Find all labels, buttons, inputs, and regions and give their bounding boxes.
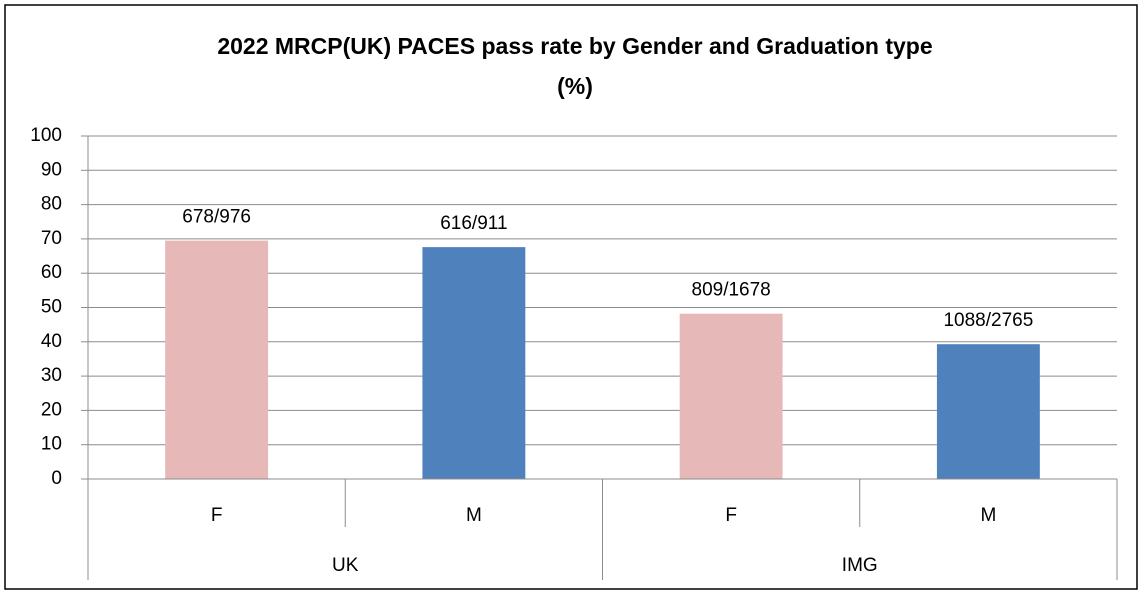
y-tick-label: 100 xyxy=(30,125,62,146)
data-label: 809/1678 xyxy=(692,280,771,301)
y-tick-label: 50 xyxy=(41,297,62,318)
y-tick-label: 70 xyxy=(41,228,62,249)
bar xyxy=(165,240,269,479)
x-tick-label: F xyxy=(725,505,737,526)
y-tick-label: 30 xyxy=(41,365,62,386)
y-tick-label: 40 xyxy=(41,331,62,352)
x-tick-label: F xyxy=(211,505,223,526)
chart-title: 2022 MRCP(UK) PACES pass rate by Gender … xyxy=(217,33,932,59)
group-label: UK xyxy=(332,555,359,576)
bar xyxy=(936,344,1040,479)
y-tick-label: 90 xyxy=(41,159,62,180)
data-label: 616/911 xyxy=(440,213,507,234)
chart-title: (%) xyxy=(557,73,593,99)
y-tick-label: 80 xyxy=(41,194,62,215)
bar xyxy=(679,313,783,479)
data-label: 1088/2765 xyxy=(943,310,1033,331)
y-tick-label: 60 xyxy=(41,262,62,283)
data-label: 678/976 xyxy=(182,207,251,228)
x-tick-label: M xyxy=(980,505,996,526)
bar xyxy=(422,247,526,479)
y-tick-label: 10 xyxy=(41,434,62,455)
y-tick-label: 0 xyxy=(51,468,62,489)
group-label: IMG xyxy=(842,555,878,576)
y-tick-label: 20 xyxy=(41,399,62,420)
x-tick-label: M xyxy=(466,505,482,526)
